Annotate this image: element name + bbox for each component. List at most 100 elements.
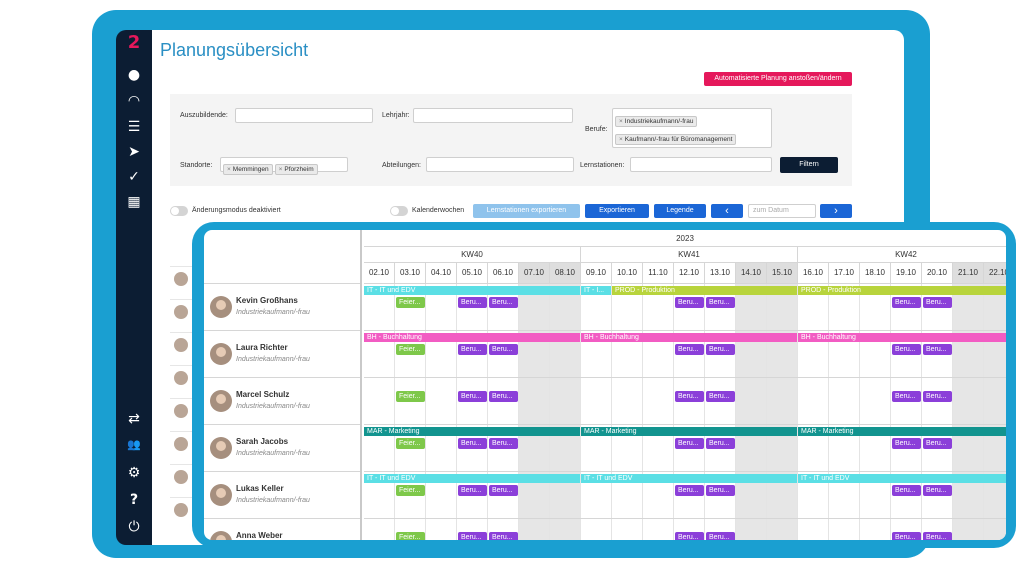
feier-badge[interactable]: Feier... xyxy=(396,344,425,355)
chip-remove-icon[interactable]: × xyxy=(227,166,231,173)
beruf-chip[interactable]: × Industriekaufmann/-frau xyxy=(615,116,698,127)
beru-badge[interactable]: Beru... xyxy=(675,391,704,402)
feier-badge[interactable]: Feier... xyxy=(396,438,425,449)
beru-badge[interactable]: Beru... xyxy=(923,532,952,540)
beru-badge[interactable]: Beru... xyxy=(458,485,487,496)
person-row[interactable]: Sarah Jacobs Industriekaufmann/-frau xyxy=(204,424,360,471)
beruf-chip[interactable]: × Kaufmann/-frau für Büromanagement xyxy=(615,134,737,145)
auszubildende-input[interactable] xyxy=(235,108,373,123)
logo-icon[interactable]: 2 xyxy=(127,32,141,53)
prev-week-button[interactable]: ‹ xyxy=(711,204,743,218)
day-column[interactable] xyxy=(519,283,550,540)
export-lernstationen-button[interactable]: Lernstationen exportieren xyxy=(473,204,580,218)
chip-remove-icon[interactable]: × xyxy=(619,136,623,143)
assignment-bar[interactable]: BH - Buchhaltung xyxy=(798,333,1006,342)
group-icon[interactable]: 👥 xyxy=(127,438,141,451)
assignment-bar[interactable]: PROD - Produktion xyxy=(612,286,797,295)
person-row[interactable]: Lukas Keller Industriekaufmann/-frau xyxy=(204,471,360,518)
day-column[interactable] xyxy=(674,283,705,540)
person-row[interactable]: Anna Weber xyxy=(204,518,360,540)
day-column[interactable] xyxy=(364,283,395,540)
beru-badge[interactable]: Beru... xyxy=(489,344,518,355)
standort-chip[interactable]: × Memmingen xyxy=(223,164,273,175)
beru-badge[interactable]: Beru... xyxy=(489,438,518,449)
assignment-bar[interactable]: MAR - Marketing xyxy=(798,427,1006,436)
beru-badge[interactable]: Beru... xyxy=(892,297,921,308)
beru-badge[interactable]: Beru... xyxy=(706,297,735,308)
day-column[interactable] xyxy=(860,283,891,540)
standorte-select[interactable]: × Memmingen × Pforzheim xyxy=(220,157,348,175)
beru-badge[interactable]: Beru... xyxy=(706,344,735,355)
export-button[interactable]: Exportieren xyxy=(585,204,649,218)
person-row[interactable]: Kevin Großhans Industriekaufmann/-frau xyxy=(204,283,360,330)
chip-remove-icon[interactable]: × xyxy=(278,166,283,173)
person-row[interactable]: Marcel Schulz Industriekaufmann/-frau xyxy=(204,377,360,424)
beru-badge[interactable]: Beru... xyxy=(892,391,921,402)
send-icon[interactable]: ➤ xyxy=(128,144,140,160)
day-column[interactable] xyxy=(891,283,922,540)
settings-icon[interactable]: ⚙ xyxy=(127,465,141,481)
day-column[interactable] xyxy=(922,283,953,540)
beru-badge[interactable]: Beru... xyxy=(706,532,735,540)
standort-chip[interactable]: × Pforzheim xyxy=(274,164,318,175)
day-column[interactable] xyxy=(736,283,767,540)
beru-badge[interactable]: Beru... xyxy=(706,485,735,496)
beru-badge[interactable]: Beru... xyxy=(923,297,952,308)
day-column[interactable] xyxy=(581,283,612,540)
beru-badge[interactable]: Beru... xyxy=(458,344,487,355)
beru-badge[interactable]: Beru... xyxy=(675,485,704,496)
assignment-bar[interactable]: IT - IT und EDV xyxy=(364,474,580,483)
table-icon[interactable]: ▦ xyxy=(127,194,141,210)
beru-badge[interactable]: Beru... xyxy=(706,438,735,449)
user-icon[interactable]: ● xyxy=(127,67,141,83)
beru-badge[interactable]: Beru... xyxy=(923,438,952,449)
aenderungsmodus-toggle[interactable] xyxy=(170,206,188,216)
beru-badge[interactable]: Beru... xyxy=(458,438,487,449)
beru-badge[interactable]: Beru... xyxy=(675,344,704,355)
feier-badge[interactable]: Feier... xyxy=(396,297,425,308)
assignment-bar[interactable]: IT - IT und EDV xyxy=(581,474,797,483)
beru-badge[interactable]: Beru... xyxy=(923,344,952,355)
day-column[interactable] xyxy=(705,283,736,540)
help-icon[interactable]: ? xyxy=(129,492,139,508)
assignment-bar[interactable]: MAR - Marketing xyxy=(364,427,580,436)
beru-badge[interactable]: Beru... xyxy=(675,297,704,308)
clipboard-icon[interactable]: ☰ xyxy=(127,119,141,135)
beru-badge[interactable]: Beru... xyxy=(458,391,487,402)
beru-badge[interactable]: Beru... xyxy=(706,391,735,402)
lernstationen-input[interactable] xyxy=(630,157,772,172)
day-column[interactable] xyxy=(767,283,798,540)
logout-icon[interactable]: ⏻ xyxy=(128,519,140,535)
legend-button[interactable]: Legende xyxy=(654,204,706,218)
beru-badge[interactable]: Beru... xyxy=(458,532,487,540)
day-column[interactable] xyxy=(953,283,984,540)
assignment-bar[interactable]: IT - I... xyxy=(581,286,611,295)
day-column[interactable] xyxy=(798,283,829,540)
kalenderwochen-toggle[interactable] xyxy=(390,206,408,216)
assignment-bar[interactable]: BH - Buchhaltung xyxy=(364,333,580,342)
assignment-bar[interactable]: PROD - Produktion xyxy=(798,286,1006,295)
beru-badge[interactable]: Beru... xyxy=(923,391,952,402)
person-row[interactable]: Laura Richter Industriekaufmann/-frau xyxy=(204,330,360,377)
day-column[interactable] xyxy=(426,283,457,540)
date-jump-input[interactable]: zum Datum xyxy=(748,204,816,218)
assignment-bar[interactable]: MAR - Marketing xyxy=(581,427,797,436)
beru-badge[interactable]: Beru... xyxy=(489,532,518,540)
day-column[interactable] xyxy=(984,283,1006,540)
beru-badge[interactable]: Beru... xyxy=(892,344,921,355)
next-week-button[interactable]: › xyxy=(820,204,852,218)
day-column[interactable] xyxy=(643,283,674,540)
dashboard-icon[interactable]: ◠ xyxy=(127,93,141,109)
beru-badge[interactable]: Beru... xyxy=(892,485,921,496)
day-column[interactable] xyxy=(829,283,860,540)
auto-plan-button[interactable]: Automatisierte Planung anstoßen/ändern xyxy=(704,72,852,86)
check-circle-icon[interactable]: ✓ xyxy=(128,169,140,185)
day-column[interactable] xyxy=(457,283,488,540)
day-column[interactable] xyxy=(612,283,643,540)
beru-badge[interactable]: Beru... xyxy=(892,532,921,540)
lehrjahr-input[interactable] xyxy=(413,108,573,123)
beru-badge[interactable]: Beru... xyxy=(458,297,487,308)
feier-badge[interactable]: Feier... xyxy=(396,485,425,496)
assignment-bar[interactable]: BH - Buchhaltung xyxy=(581,333,797,342)
assignment-bar[interactable]: IT - IT und EDV xyxy=(798,474,1006,483)
